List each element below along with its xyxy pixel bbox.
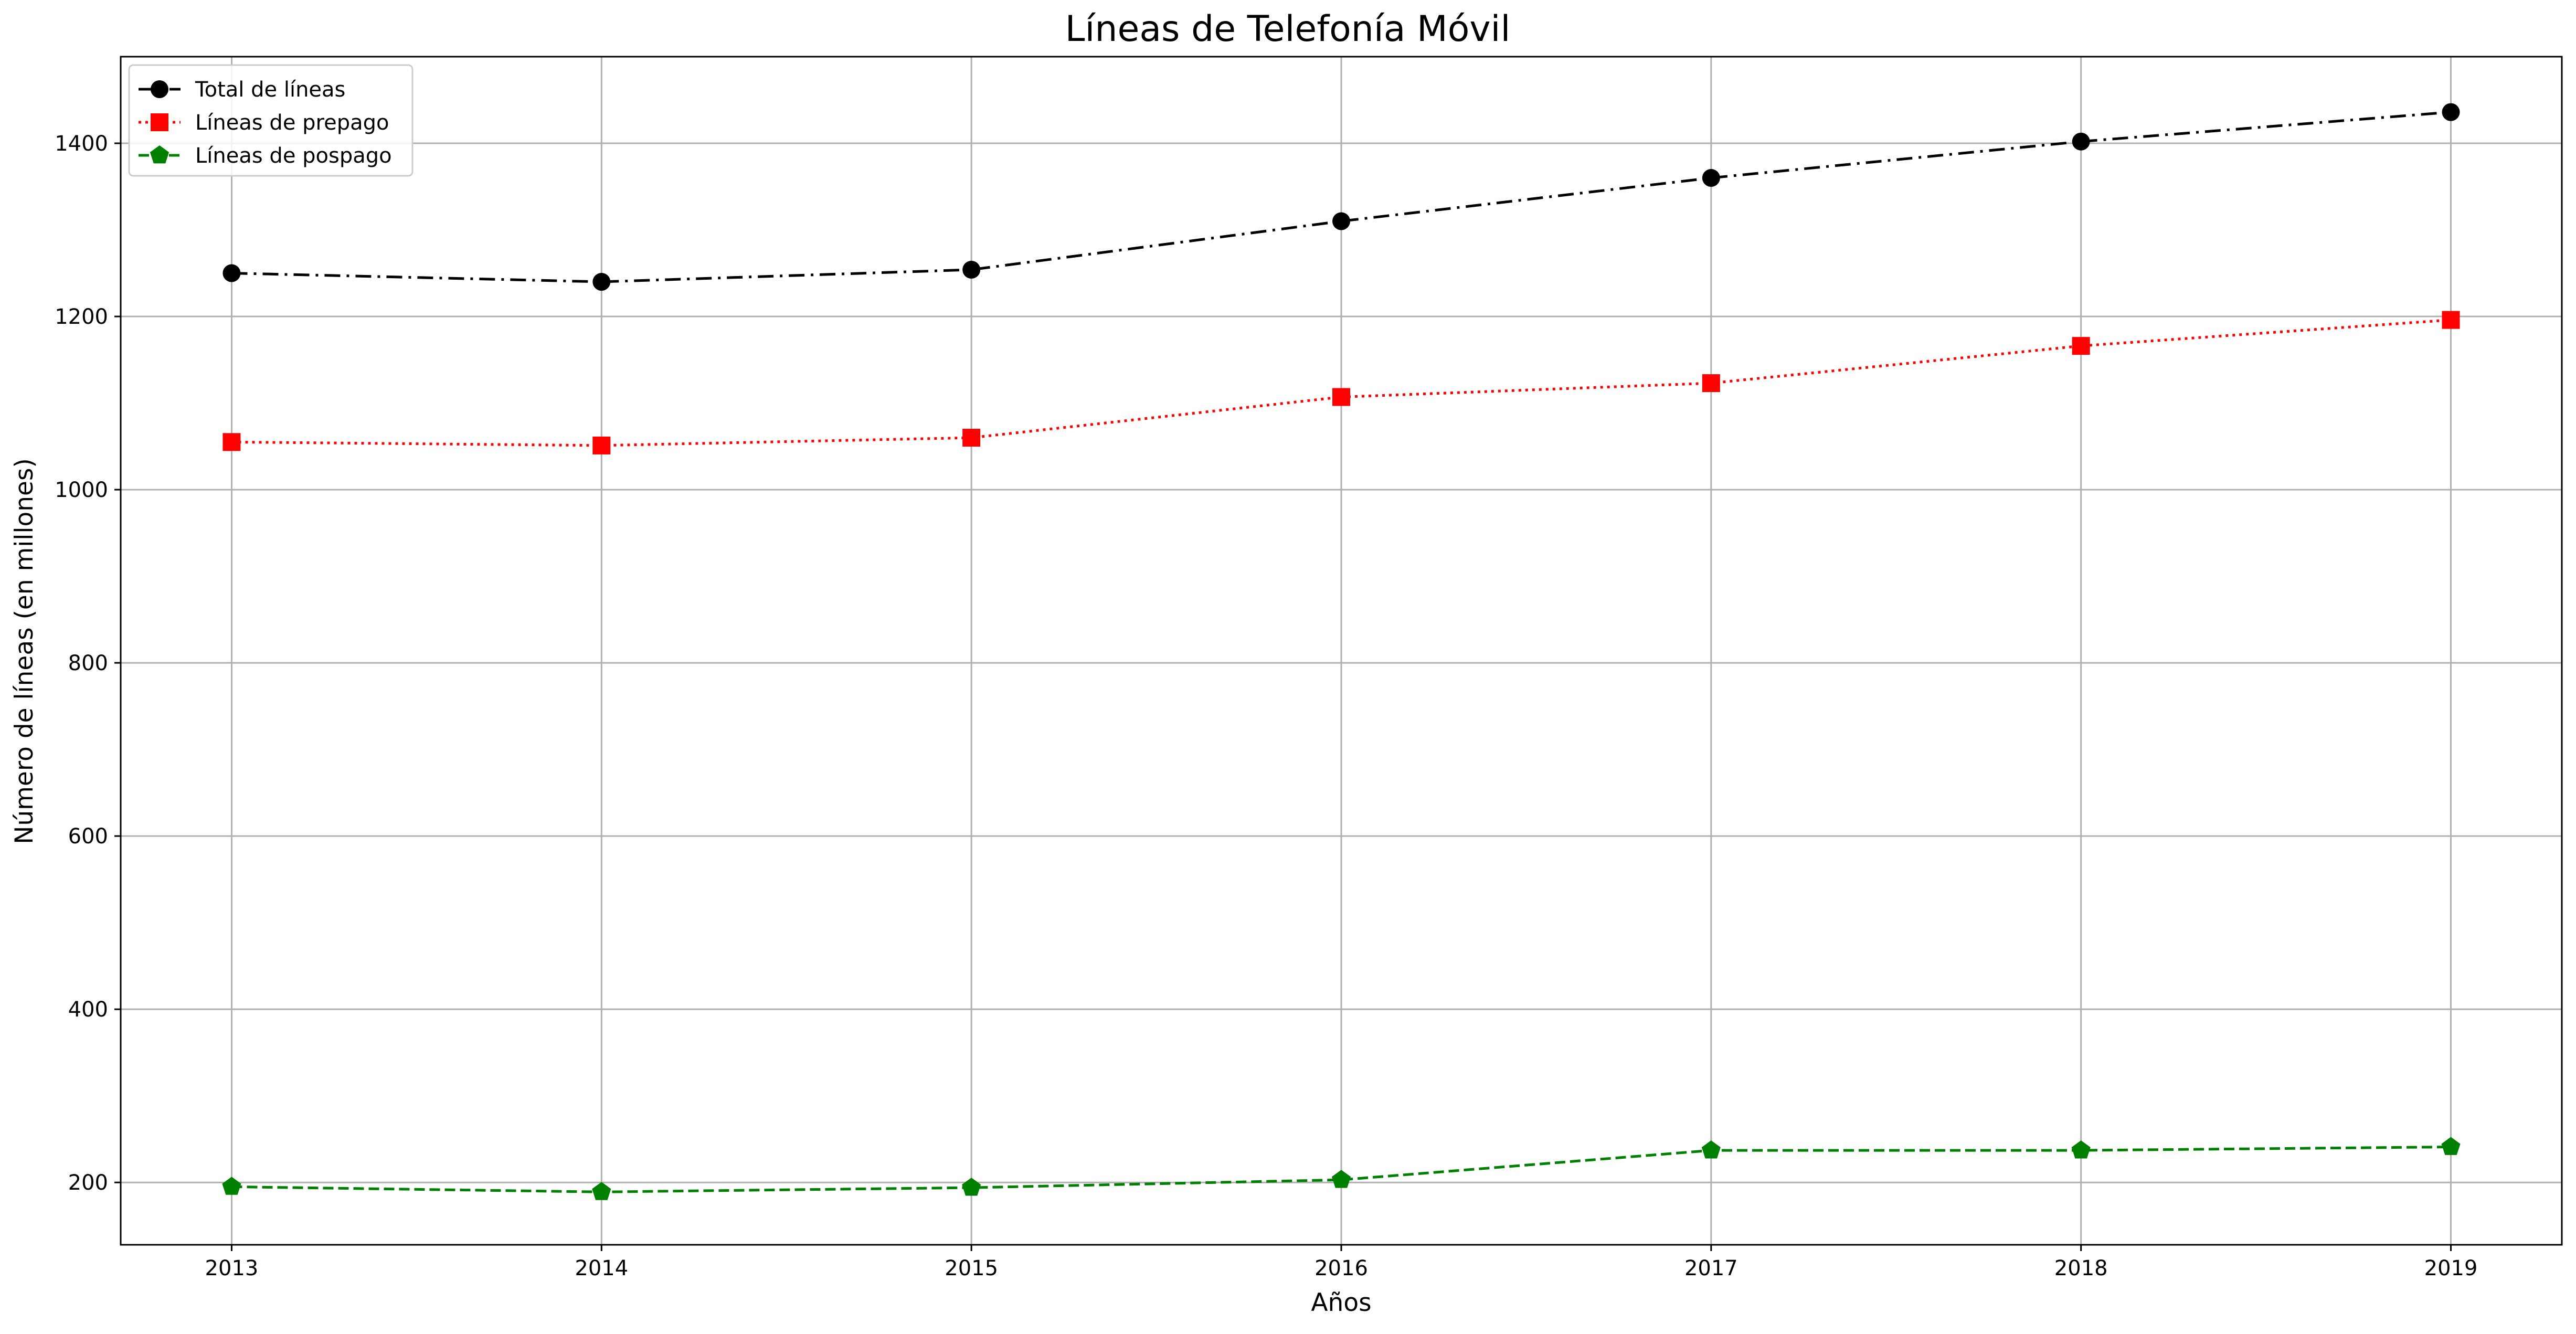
data-point [592,1182,611,1200]
data-point [1702,169,1720,187]
data-point [222,1177,241,1195]
data-point [222,433,241,451]
x-tick-label: 2019 [2424,1256,2478,1280]
data-point [2072,337,2090,355]
data-point [592,273,611,291]
legend-entry: Total de líneas [139,78,345,102]
data-point [222,264,241,282]
x-axis-label: Años [1311,1288,1371,1317]
series-2 [222,311,2460,454]
x-tick-label: 2014 [575,1256,628,1280]
legend-label: Líneas de pospago [195,144,392,168]
chart-title: Líneas de Telefonía Móvil [1065,8,1511,50]
series-3 [222,1137,2461,1200]
y-tick-label: 400 [68,998,108,1022]
x-tick-label: 2016 [1314,1256,1368,1280]
legend-label: Líneas de prepago [195,111,389,135]
series-1 [222,103,2460,291]
y-tick-label: 200 [68,1171,108,1195]
data-point [962,429,981,447]
data-point [1701,1140,1721,1159]
data-point [2072,132,2090,151]
data-point [2071,1140,2091,1159]
legend-marker [151,80,168,98]
data-point [1332,212,1350,230]
legend: Total de líneas Líneas de prepago Líneas d… [128,64,414,177]
data-point [592,436,611,454]
x-tick-label: 2015 [945,1256,998,1280]
legend-frame [128,64,414,177]
grid [121,57,2562,1245]
data-point [2442,103,2460,121]
data-point [2442,311,2460,329]
data-point [1331,1170,1351,1188]
axis-ticks: 2013 2014 2015 2016 2017 2018 2019 200 400 600 800… [55,132,2477,1280]
y-tick-label: 1200 [55,305,108,329]
legend-label: Total de líneas [195,78,345,102]
data-point [962,260,981,279]
legend-entry: Líneas de prepago [139,111,389,135]
x-tick-label: 2018 [2054,1256,2108,1280]
series-group [222,103,2461,1200]
x-tick-label: 2013 [205,1256,259,1280]
legend-entry: Líneas de pospago [139,144,392,168]
data-point [962,1178,981,1196]
y-tick-label: 600 [68,824,108,849]
y-axis-label: Número de líneas (en millones) [10,458,39,844]
legend-marker [151,113,168,131]
x-tick-label: 2017 [1684,1256,1738,1280]
y-tick-label: 1400 [55,132,108,156]
y-tick-label: 1000 [55,478,108,502]
legend-marker [150,145,169,164]
data-point [1702,374,1720,393]
data-point [2441,1137,2461,1155]
y-tick-label: 800 [68,651,108,675]
data-point [1332,388,1350,406]
